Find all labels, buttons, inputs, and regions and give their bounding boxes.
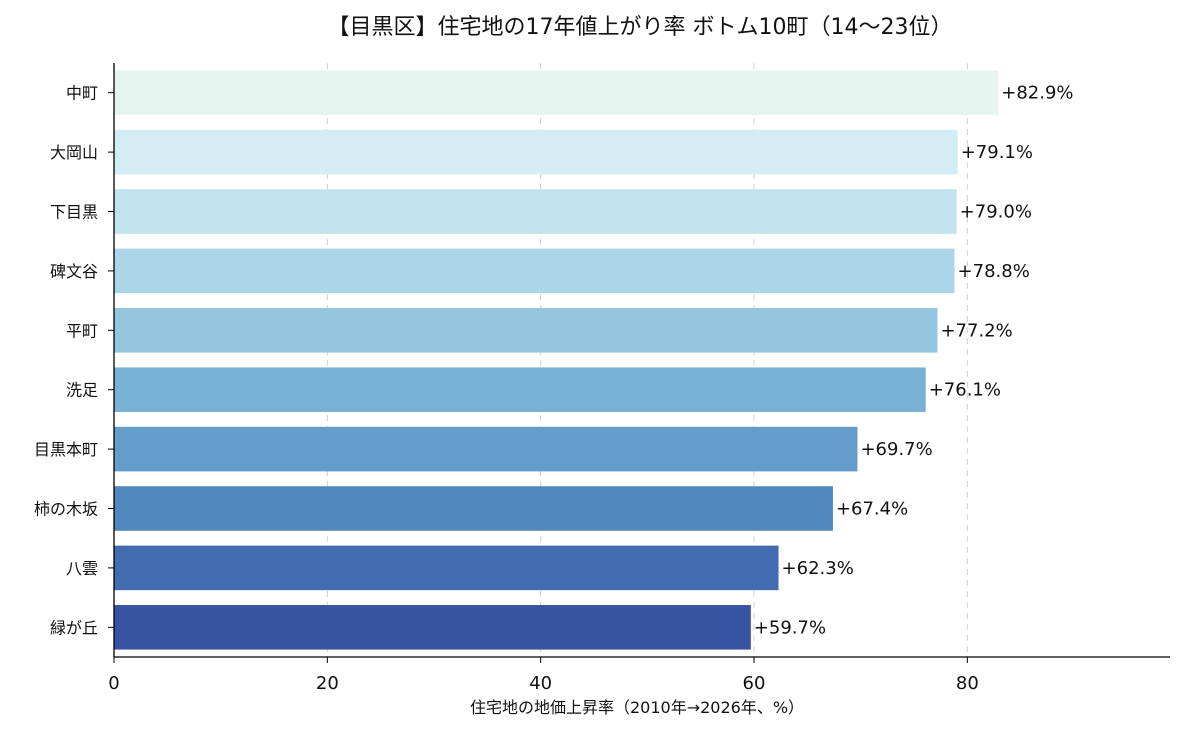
bar-7 (114, 486, 833, 531)
y-tick-label-2: 下目黒 (50, 203, 98, 222)
data-label-3: +78.8% (958, 261, 1030, 282)
y-tick-label-1: 大岡山 (50, 143, 98, 162)
bar-8 (114, 545, 779, 591)
y-tick-label-8: 八雲 (66, 559, 98, 578)
bar-0 (114, 70, 999, 115)
data-label-5: +76.1% (929, 380, 1001, 401)
data-label-0: +82.9% (1001, 83, 1073, 104)
x-tick-label-1: 20 (316, 673, 339, 694)
bar-3 (114, 248, 955, 294)
y-tick-label-4: 平町 (66, 321, 98, 340)
data-labels: +82.9% +79.1% +79.0% +78.8% +77.2% +76.1% +69.… (754, 83, 1074, 639)
data-label-8: +62.3% (782, 558, 854, 579)
x-tick-label-0: 0 (108, 673, 119, 694)
bars (114, 70, 999, 650)
x-tick-label-3: 60 (743, 673, 766, 694)
x-tick-label-4: 80 (956, 673, 979, 694)
x-axis-label: 住宅地の地価上昇率（2010年→2026年、%） (470, 698, 804, 717)
data-label-9: +59.7% (754, 617, 826, 638)
data-label-7: +67.4% (836, 499, 908, 520)
bar-5 (114, 367, 926, 412)
data-label-4: +77.2% (940, 320, 1012, 341)
bar-1 (114, 129, 958, 175)
chart-title: 【目黒区】住宅地の17年値上がり率 ボトム10町（14〜23位） (328, 15, 953, 40)
bar-9 (114, 605, 751, 650)
bar-6 (114, 426, 858, 472)
y-tick-label-0: 中町 (66, 84, 98, 103)
x-tick-label-2: 40 (529, 673, 552, 694)
bar-2 (114, 189, 957, 234)
y-tick-label-9: 緑が丘 (50, 618, 98, 637)
bar-4 (114, 308, 938, 353)
y-tick-label-3: 碑文谷 (50, 262, 98, 281)
data-label-2: +79.0% (960, 202, 1032, 223)
y-tick-label-6: 目黒本町 (34, 440, 98, 459)
y-tick-label-5: 洗足 (66, 381, 98, 400)
data-label-1: +79.1% (961, 142, 1033, 163)
x-tick-labels: 0 20 40 60 80 (108, 657, 979, 694)
y-tick-label-7: 柿の木坂 (34, 500, 98, 519)
data-label-6: +69.7% (860, 439, 932, 460)
